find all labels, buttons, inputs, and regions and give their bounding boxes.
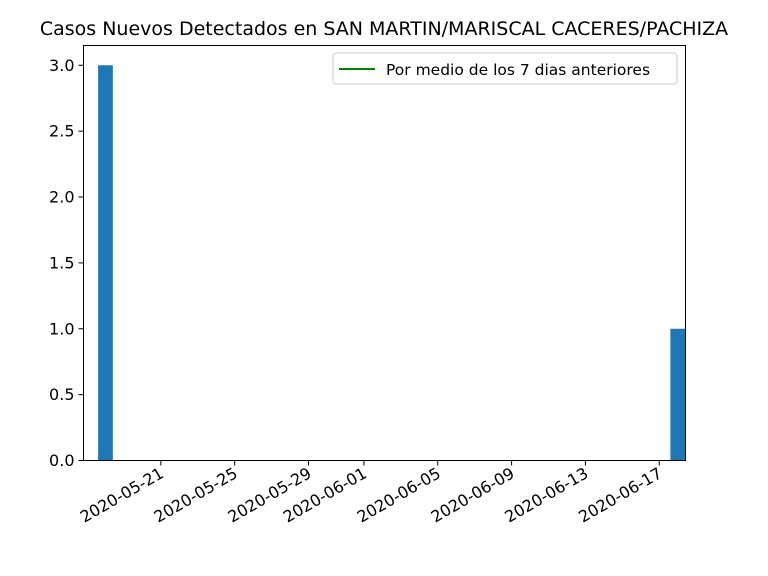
legend: Por medio de los 7 dias anteriores [332,52,678,85]
legend-box [332,52,678,85]
y-axis: 0.0 0.5 1.0 1.5 2.0 2.5 3.0 [49,56,84,470]
x-tick-label: 2020-05-25 [151,464,241,527]
y-tick-label: 0.5 [49,385,74,404]
y-tick-label: 0.0 [49,451,74,470]
x-tick-label: 2020-06-17 [575,464,665,527]
x-tick-label: 2020-06-09 [428,464,518,527]
y-tick-label: 1.5 [49,253,74,272]
chart-title: Casos Nuevos Detectados en SAN MARTIN/MA… [40,18,728,40]
bars-group [98,65,686,461]
x-tick-label: 2020-05-21 [77,464,167,527]
bar [98,65,113,461]
plot-frame [83,45,686,461]
y-tick-label: 2.0 [49,188,74,207]
x-tick-label: 2020-06-05 [354,464,444,527]
y-tick-label: 3.0 [49,56,74,75]
bar [670,328,686,461]
y-tick-label: 2.5 [49,122,74,141]
x-tick-label: 2020-06-13 [501,464,591,527]
x-axis: 2020-05-212020-05-252020-05-292020-06-01… [77,460,665,527]
legend-label: Por medio de los 7 dias anteriores [386,61,650,79]
y-tick-label: 1.0 [49,319,74,338]
